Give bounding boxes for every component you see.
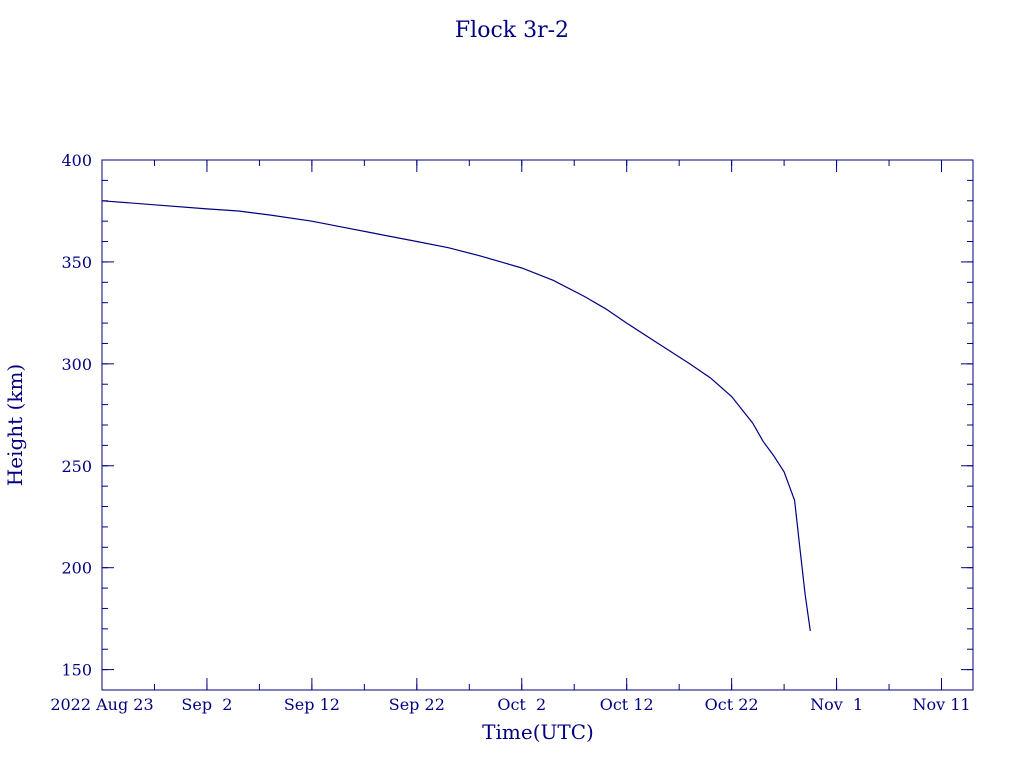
x-tick-label: Sep 12 — [284, 695, 340, 714]
x-tick-label: Oct 2 — [497, 695, 546, 714]
y-tick-label: 350 — [61, 253, 92, 272]
x-tick-label: Sep 2 — [181, 695, 232, 714]
y-tick-label: 250 — [61, 457, 92, 476]
x-tick-label: 2022 Aug 23 — [50, 695, 153, 714]
x-tick-label: Nov 11 — [912, 695, 970, 714]
plot-frame — [101, 159, 974, 691]
y-axis-label: Height (km) — [3, 364, 27, 486]
x-axis-label: Time(UTC) — [482, 720, 594, 744]
axis-ticks — [101, 159, 973, 691]
y-tick-label: 200 — [61, 559, 92, 578]
x-tick-label: Sep 22 — [389, 695, 445, 714]
x-tick-label: Nov 1 — [810, 695, 863, 714]
chart-title: Flock 3r-2 — [455, 18, 569, 43]
y-tick-label: 150 — [61, 661, 92, 680]
x-tick-label: Oct 12 — [600, 695, 654, 714]
y-tick-label: 400 — [61, 151, 92, 170]
y-tick-labels: 150 200 250 300 350 400 — [61, 151, 92, 680]
x-tick-label: Oct 22 — [705, 695, 759, 714]
height-series-line — [101, 200, 811, 631]
x-tick-labels: 2022 Aug 23 Sep 2 Sep 12 Sep 22 Oct 2 Oct 12 O… — [50, 695, 970, 714]
y-tick-label: 300 — [61, 355, 92, 374]
